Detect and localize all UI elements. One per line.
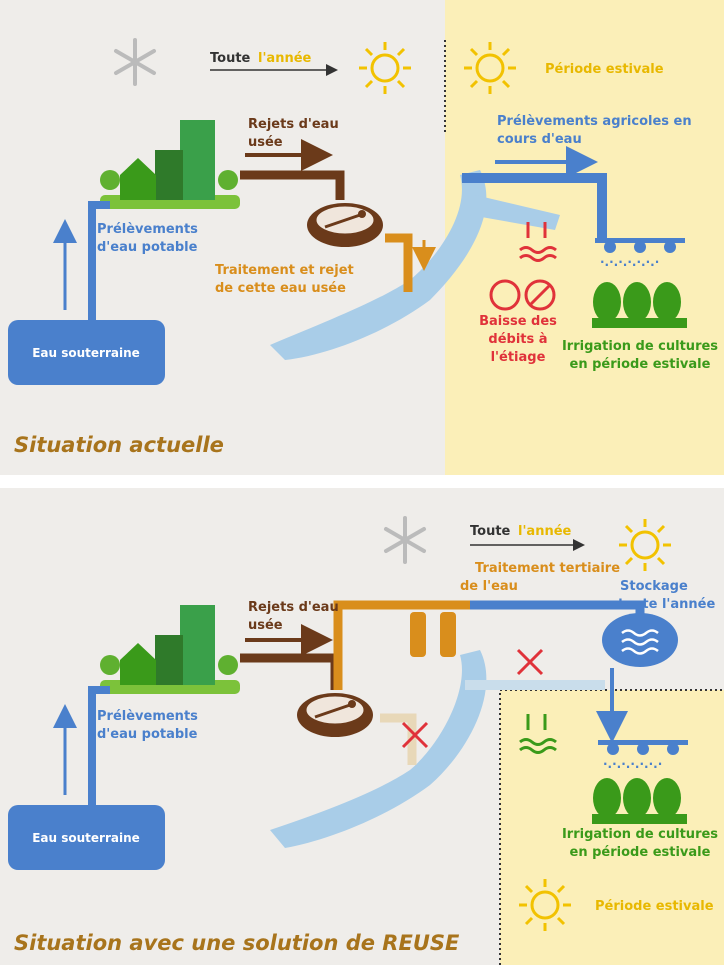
panel-title: Situation actuelle xyxy=(14,433,224,457)
storage-tank xyxy=(602,613,678,667)
label: en période estivale xyxy=(570,845,711,860)
label: de cette eau usée xyxy=(215,281,346,296)
label: toute l'année xyxy=(618,597,715,612)
label: Irrigation de cultures xyxy=(562,339,718,354)
label: Prélèvements agricoles en xyxy=(497,114,692,129)
label: d'eau potable xyxy=(97,727,198,742)
label: usée xyxy=(248,135,283,150)
rect-shape xyxy=(440,612,456,657)
label: usée xyxy=(248,618,283,633)
label: Prélèvements xyxy=(97,222,198,237)
treatment-plant xyxy=(307,203,383,247)
label: Rejets d'eau xyxy=(248,117,339,132)
label: Traitement et rejet xyxy=(215,263,354,278)
label: Toute xyxy=(210,51,251,66)
panel-reuse: Toute l'année Traitement tertiaire de l'… xyxy=(0,488,724,965)
label: Eau souterraine xyxy=(32,346,140,360)
label: Traitement tertiaire xyxy=(475,561,620,576)
treatment-plant xyxy=(297,693,373,737)
page: Situation actuelle / REUSE {"panel1": { … xyxy=(0,0,724,965)
label: débits à xyxy=(488,332,547,347)
label: Stockage xyxy=(620,579,688,594)
label: Irrigation de cultures xyxy=(562,827,718,842)
panel-current: Toute l'année Période estivale Rejets d'… xyxy=(0,0,724,475)
label: cours d'eau xyxy=(497,132,582,147)
label: l'année xyxy=(258,51,312,66)
body: ·.·.·.·.·.·.· Toute l'année Période esti… xyxy=(0,0,724,965)
label: en période estivale xyxy=(570,357,711,372)
label: Prélèvements xyxy=(97,709,198,724)
label: Toute xyxy=(470,524,511,539)
diagram: ·.·.·.·.·.·.· Toute l'année Période esti… xyxy=(0,0,724,965)
label: Période estivale xyxy=(545,62,664,77)
label: de l'eau xyxy=(460,579,518,594)
panel-title: Situation avec une solution de REUSE xyxy=(14,931,460,955)
crops-icon xyxy=(592,778,687,824)
label: l'étiage xyxy=(491,350,546,365)
label: d'eau potable xyxy=(97,240,198,255)
label: Eau souterraine xyxy=(32,831,140,845)
rect-shape xyxy=(410,612,426,657)
crops-icon xyxy=(592,282,687,328)
label: Baisse des xyxy=(479,314,557,329)
label: Période estivale xyxy=(595,899,714,914)
label: l'année xyxy=(518,524,572,539)
label: Rejets d'eau xyxy=(248,600,339,615)
